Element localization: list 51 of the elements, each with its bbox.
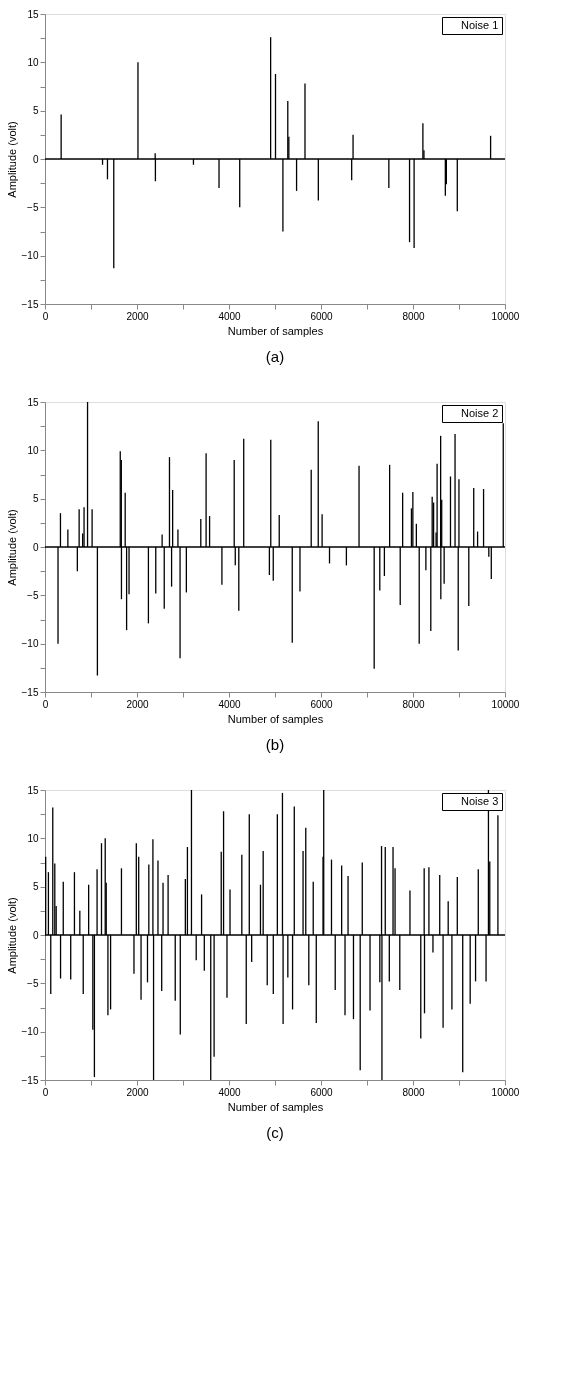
x-tick-label: 6000 (310, 698, 334, 710)
x-tick-label: 0 (42, 1086, 49, 1098)
y-axis-title: Amplitude (volt) (5, 121, 18, 198)
y-tick-label: 10 (27, 832, 39, 844)
y-tick-label: 15 (27, 8, 39, 20)
x-tick-label: 10000 (491, 310, 520, 322)
y-tick-label: −10 (21, 250, 39, 262)
text: (c) (266, 1124, 284, 1141)
y-tick-label: 5 (32, 493, 39, 505)
y-tick-label: −5 (27, 977, 39, 989)
y-tick-label: 15 (27, 396, 39, 408)
x-tick-label: 6000 (310, 310, 334, 322)
x-tick-label: 10000 (491, 1086, 520, 1098)
y-tick-label: −15 (21, 686, 39, 698)
x-tick-label: 4000 (218, 1086, 242, 1098)
y-tick-label: −15 (21, 1074, 39, 1086)
x-tick-label: 0 (42, 698, 49, 710)
text: Noise 1 (461, 19, 499, 31)
y-tick-label: −5 (27, 589, 39, 601)
y-tick-label: 0 (32, 929, 39, 941)
text: (a) (265, 348, 285, 365)
series-label: Noise 3 (461, 795, 499, 807)
x-tick-label: 2000 (126, 310, 150, 322)
x-tick-label: 4000 (218, 698, 242, 710)
y-tick-label: −10 (21, 638, 39, 650)
x-tick-label: 8000 (402, 698, 426, 710)
text: (b) (265, 736, 285, 753)
x-axis-title: Number of samples (227, 324, 324, 337)
y-tick-label: −5 (27, 201, 39, 213)
x-tick-label: 8000 (402, 310, 426, 322)
x-tick-label: 2000 (126, 1086, 150, 1098)
x-tick-label: 0 (42, 310, 49, 322)
x-tick-label: 8000 (402, 1086, 426, 1098)
series-label: Noise 2 (461, 407, 499, 419)
y-tick-label: 15 (27, 784, 39, 796)
y-tick-label: 10 (27, 56, 39, 68)
x-tick-label: 4000 (218, 310, 242, 322)
y-tick-label: 0 (32, 541, 39, 553)
y-tick-label: 5 (32, 881, 39, 893)
y-axis-title: Amplitude (volt) (5, 509, 18, 586)
x-axis-title: Number of samples (227, 712, 324, 725)
x-tick-label: 6000 (310, 1086, 334, 1098)
y-tick-label: 0 (32, 153, 39, 165)
y-tick-label: −15 (21, 298, 39, 310)
y-tick-label: 10 (27, 444, 39, 456)
y-axis-title: Amplitude (volt) (5, 897, 18, 974)
y-tick-label: −10 (21, 1026, 39, 1038)
x-tick-label: 2000 (126, 698, 150, 710)
x-tick-label: 10000 (491, 698, 520, 710)
y-tick-label: 5 (32, 105, 39, 117)
x-axis-title: Number of samples (227, 1100, 324, 1113)
